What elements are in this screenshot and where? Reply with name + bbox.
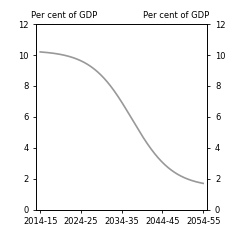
Text: Per cent of GDP: Per cent of GDP bbox=[143, 11, 210, 20]
Text: Per cent of GDP: Per cent of GDP bbox=[31, 11, 98, 20]
